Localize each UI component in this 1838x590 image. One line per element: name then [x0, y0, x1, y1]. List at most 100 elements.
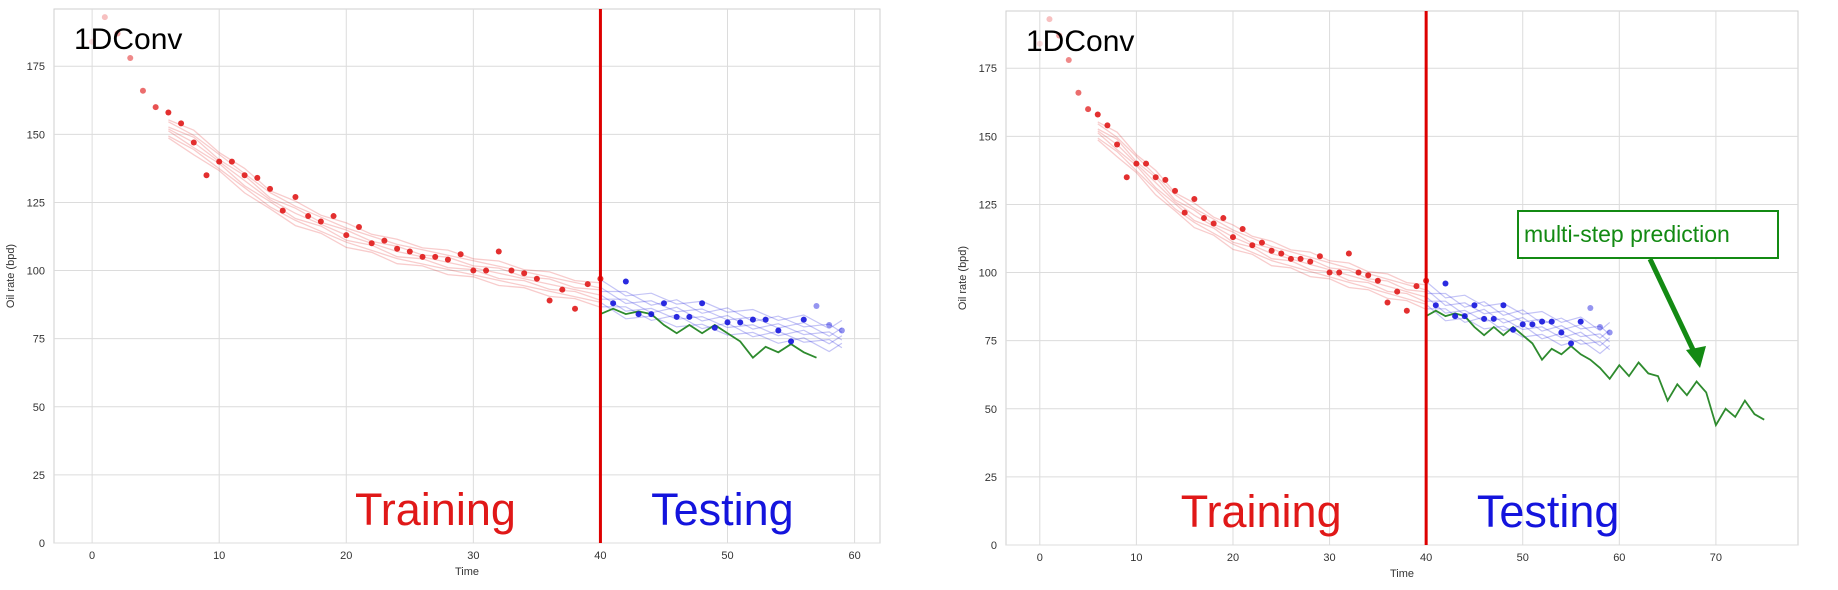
training-point	[432, 253, 439, 260]
prediction-line	[1425, 309, 1765, 428]
training-point	[1181, 209, 1188, 216]
training-point	[1403, 307, 1410, 314]
training-point	[419, 253, 426, 260]
testing-point	[1510, 326, 1517, 333]
training-point	[1162, 176, 1169, 183]
training-point	[1229, 234, 1236, 241]
training-point	[1210, 220, 1217, 227]
training-point	[1258, 239, 1265, 246]
fitted-testing-line	[600, 278, 843, 330]
plot-area	[1005, 10, 1799, 546]
fitted-training-line	[168, 130, 601, 301]
y-tick-label: 175	[27, 61, 45, 73]
fitted-testing-line	[600, 301, 843, 353]
testing-point	[838, 327, 845, 334]
chart-panel-1: 0 10 20 30 40 50 60 0 25 50 75 100 125 150 175 Time Oil …	[5, 8, 881, 578]
y-tick-label: 75	[33, 334, 45, 346]
training-point	[203, 172, 210, 179]
x-tick-label: 30	[467, 550, 479, 562]
fitted-training-line	[168, 128, 601, 296]
x-axis-label: Time	[1390, 568, 1414, 580]
testing-point	[737, 319, 744, 326]
training-point	[190, 139, 197, 146]
training-point	[1085, 106, 1092, 113]
testing-point	[610, 300, 617, 307]
fitted-training-line	[168, 126, 601, 291]
testing-point	[1471, 302, 1478, 309]
fitted-training-line	[168, 137, 601, 308]
testing-point	[1558, 329, 1565, 336]
testing-point	[724, 319, 731, 326]
training-point	[1413, 283, 1420, 290]
training-point	[546, 297, 553, 304]
training-point	[292, 193, 299, 200]
y-tick-label: 0	[991, 540, 997, 552]
testing-point	[1529, 321, 1536, 328]
training-point	[1268, 247, 1275, 254]
fitted-training-line	[1097, 130, 1427, 298]
training-point	[178, 120, 185, 127]
y-tick-label: 100	[979, 268, 997, 280]
x-tick-label: 20	[1227, 552, 1239, 564]
testing-point	[1519, 321, 1526, 328]
testing-point	[813, 302, 820, 309]
testing-point	[660, 300, 667, 307]
training-point	[355, 223, 362, 230]
fitted-training-line	[1097, 139, 1427, 310]
testing-point	[1481, 315, 1488, 322]
annotation-arrow-head	[1686, 346, 1706, 368]
testing-point	[1568, 340, 1575, 347]
y-tick-label: 50	[985, 404, 997, 416]
testing-point	[699, 300, 706, 307]
y-tick-label: 150	[27, 129, 45, 141]
training-point	[1191, 195, 1198, 202]
testing-point	[1539, 318, 1546, 325]
x-tick-label: 10	[1130, 552, 1142, 564]
fitted-training-line	[1097, 132, 1427, 303]
fitted-testing-line	[1426, 292, 1611, 335]
training-point	[317, 218, 324, 225]
testing-label: Testing	[1477, 486, 1620, 537]
training-point	[1316, 253, 1323, 260]
training-point	[1075, 89, 1082, 96]
training-point	[1384, 299, 1391, 306]
training-point	[470, 267, 477, 274]
training-point	[394, 245, 401, 252]
y-tick-label: 125	[27, 197, 45, 209]
fitted-training-line	[1097, 137, 1427, 305]
fitted-training-line	[1097, 128, 1427, 293]
testing-point	[635, 311, 642, 318]
training-point	[1201, 215, 1207, 222]
training-point	[1345, 250, 1352, 257]
training-label: Training	[355, 484, 516, 535]
training-point	[1046, 16, 1053, 23]
training-point	[216, 158, 223, 165]
training-point	[127, 55, 134, 62]
y-tick-label: 50	[33, 402, 45, 414]
testing-point	[1587, 304, 1594, 311]
training-point	[533, 275, 540, 282]
training-point	[228, 158, 235, 165]
y-tick-label: 175	[979, 63, 997, 75]
x-tick-label: 60	[848, 550, 860, 562]
annotation-arrow-shaft	[1647, 257, 1699, 358]
testing-point	[749, 316, 756, 323]
fitted-testing-line	[600, 298, 843, 341]
x-axis-label: Time	[455, 566, 479, 578]
training-point	[330, 213, 337, 220]
training-point	[1287, 255, 1294, 262]
training-point	[241, 172, 248, 179]
training-point	[368, 240, 375, 247]
testing-point	[673, 313, 680, 320]
testing-point	[1490, 315, 1497, 322]
training-point	[114, 30, 121, 37]
training-point	[1036, 40, 1043, 47]
testing-point	[686, 313, 693, 320]
training-point	[559, 286, 566, 293]
training-point	[1065, 57, 1072, 64]
training-point	[521, 270, 528, 277]
training-point	[406, 248, 413, 255]
training-point	[381, 237, 388, 244]
testing-point	[1500, 302, 1507, 309]
